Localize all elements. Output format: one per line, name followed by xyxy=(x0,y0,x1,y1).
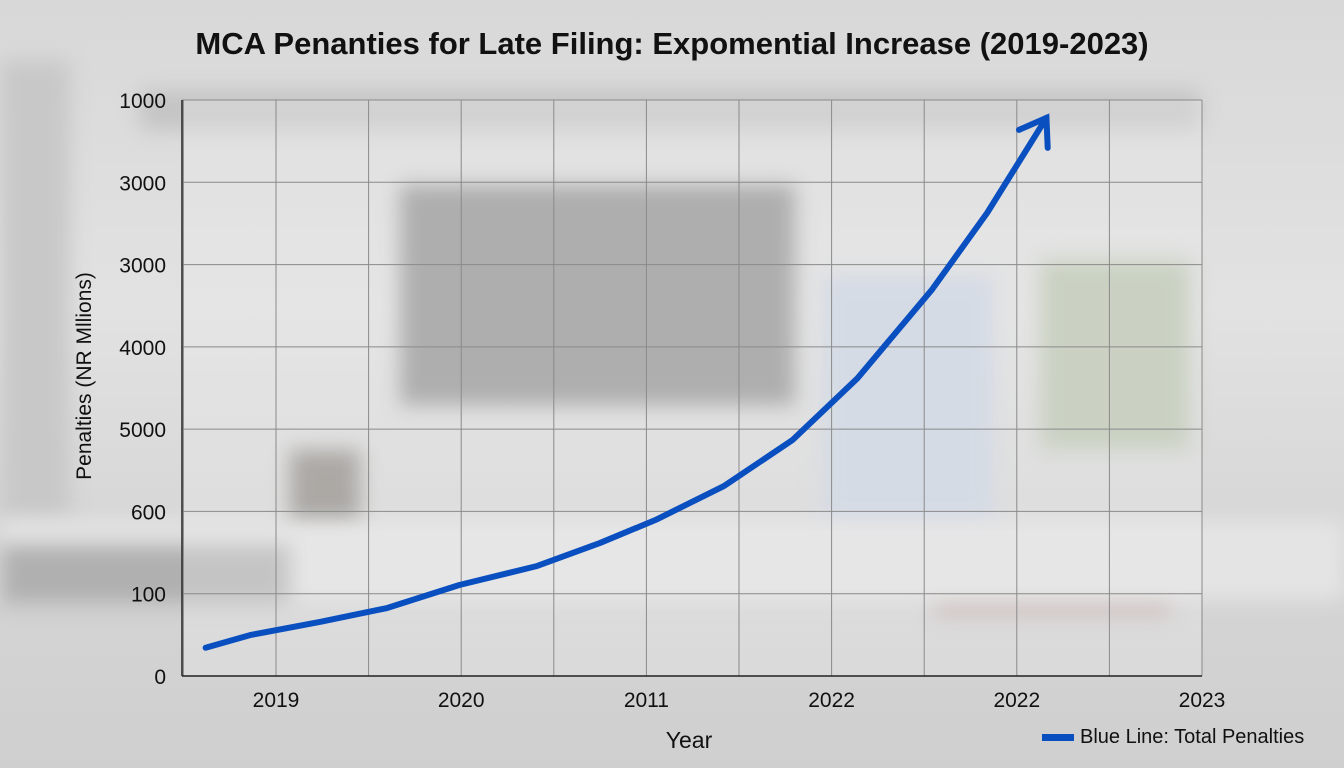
legend: Blue Line: Total Penalties xyxy=(1042,726,1304,749)
plot-area xyxy=(182,100,1202,676)
x-tick-label: 2022 xyxy=(808,689,855,712)
x-tick-label: 2022 xyxy=(993,689,1040,712)
y-tick-label: 100 xyxy=(131,584,166,607)
x-tick-label: 2020 xyxy=(438,689,485,712)
legend-label: Blue Line: Total Penalties xyxy=(1080,726,1305,748)
x-tick-labels: 2019 2020 2011 2022 2022 2023 xyxy=(253,689,1226,712)
chart-title: MCA Penanties for Late Filing: Expomenti… xyxy=(195,26,1149,61)
y-tick-label: 4000 xyxy=(119,337,166,360)
arrowhead-icon xyxy=(1015,113,1051,151)
y-tick-label: 1000 xyxy=(119,90,166,113)
series-group xyxy=(202,113,1051,651)
grid xyxy=(181,99,1203,677)
x-axis-label: Year xyxy=(666,727,713,753)
y-tick-label: 600 xyxy=(131,501,166,524)
legend-swatch xyxy=(1042,734,1074,741)
series-line xyxy=(202,114,1050,651)
y-tick-label: 5000 xyxy=(119,419,166,442)
y-axis-label: Penalties (NR Mllions) xyxy=(73,272,96,480)
y-tick-label: 0 xyxy=(154,666,166,689)
x-tick-label: 2019 xyxy=(253,689,300,712)
y-tick-label: 3000 xyxy=(119,172,166,195)
x-tick-label: 2011 xyxy=(624,689,669,712)
y-tick-labels: 0 100 600 5000 4000 3000 3000 1000 xyxy=(119,90,166,689)
x-tick-label: 2023 xyxy=(1179,689,1226,712)
y-tick-label: 3000 xyxy=(119,255,166,278)
